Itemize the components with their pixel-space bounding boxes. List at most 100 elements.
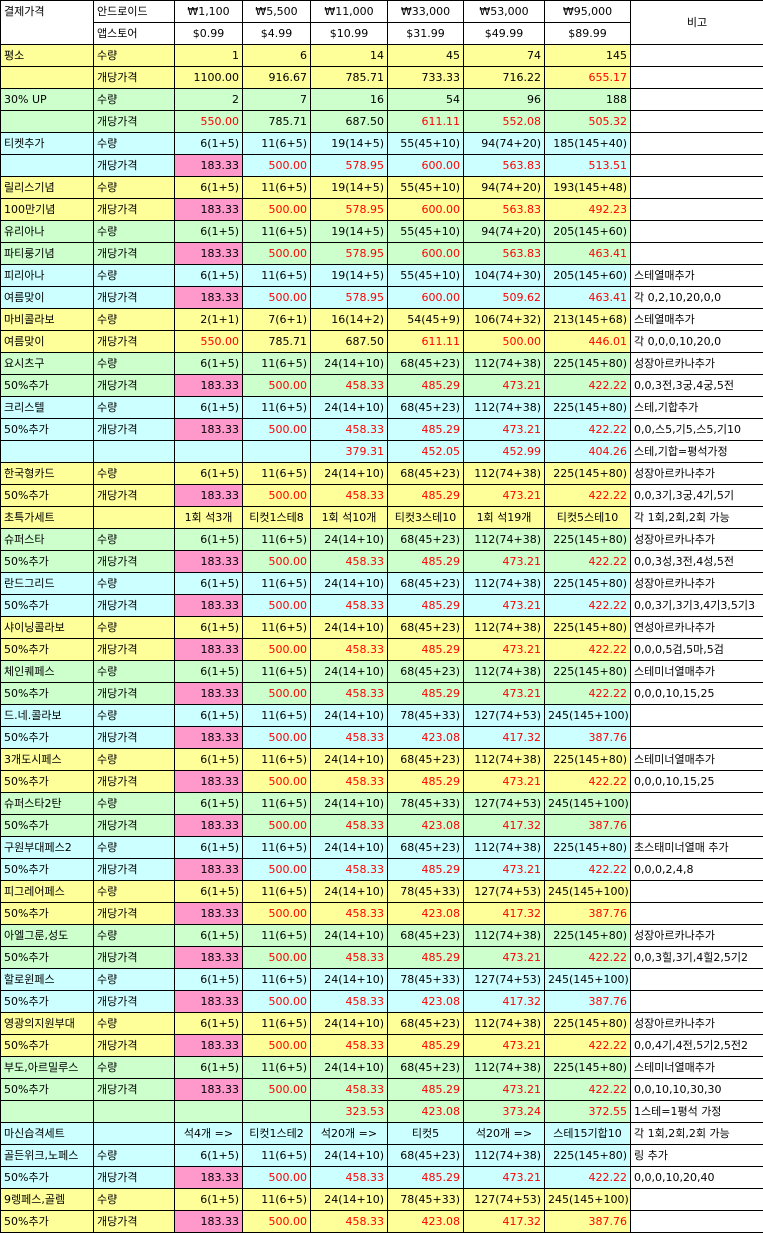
note-cell[interactable]: 0,0,0,10,15,25	[630, 770, 763, 793]
value-cell[interactable]: 323.53	[310, 1100, 388, 1123]
value-cell[interactable]: 7(6+1)	[242, 308, 311, 331]
value-cell[interactable]: 티컷1스테2	[242, 1122, 311, 1145]
value-cell[interactable]: 11(6+5)	[242, 352, 311, 375]
value-cell[interactable]: 458.33	[310, 484, 388, 507]
value-cell[interactable]: 11(6+5)	[242, 704, 311, 727]
value-cell[interactable]: 183.33	[174, 946, 243, 969]
value-cell[interactable]: 6(1+5)	[174, 462, 243, 485]
note-cell[interactable]	[630, 792, 763, 815]
value-cell[interactable]: 112(74+38)	[463, 352, 545, 375]
header-krw-1[interactable]: ₩1,100	[174, 0, 243, 23]
row-type-cell[interactable]	[93, 1100, 175, 1123]
event-name-cell[interactable]	[0, 66, 94, 89]
note-cell[interactable]: 초스태미너열매 추가	[630, 836, 763, 859]
value-cell[interactable]: 11(6+5)	[242, 836, 311, 859]
value-cell[interactable]: 458.33	[310, 638, 388, 661]
value-cell[interactable]: 463.41	[544, 242, 631, 265]
value-cell[interactable]: 183.33	[174, 242, 243, 265]
value-cell[interactable]: 485.29	[387, 1034, 464, 1057]
row-type-cell[interactable]: 수량	[93, 44, 175, 67]
value-cell[interactable]: 24(14+10)	[310, 396, 388, 419]
row-type-cell[interactable]: 수량	[93, 528, 175, 551]
note-cell[interactable]	[630, 110, 763, 133]
value-cell[interactable]: 458.33	[310, 990, 388, 1013]
value-cell[interactable]: 112(74+38)	[463, 572, 545, 595]
event-name-cell[interactable]: 골든위크,노페스	[0, 1144, 94, 1167]
value-cell[interactable]: 6(1+5)	[174, 1144, 243, 1167]
value-cell[interactable]: 16	[310, 88, 388, 111]
event-name-cell[interactable]: 50%추가	[0, 770, 94, 793]
value-cell[interactable]: 6(1+5)	[174, 1188, 243, 1211]
header-krw-5[interactable]: ₩53,000	[463, 0, 545, 23]
value-cell[interactable]: 473.21	[463, 1034, 545, 1057]
value-cell[interactable]: 500.00	[242, 682, 311, 705]
note-cell[interactable]: 성장아르카나추가	[630, 462, 763, 485]
value-cell[interactable]: 6(1+5)	[174, 1056, 243, 1079]
value-cell[interactable]: 19(14+5)	[310, 132, 388, 155]
note-cell[interactable]: 0,0,3기,3기3,4기3,5기3	[630, 594, 763, 617]
note-cell[interactable]: 성장아르카나추가	[630, 1012, 763, 1035]
value-cell[interactable]: 404.26	[544, 440, 631, 463]
value-cell[interactable]: 563.83	[463, 154, 545, 177]
value-cell[interactable]: 183.33	[174, 682, 243, 705]
value-cell[interactable]: 500.00	[463, 330, 545, 353]
header-krw-2[interactable]: ₩5,500	[242, 0, 311, 23]
value-cell[interactable]: 379.31	[310, 440, 388, 463]
value-cell[interactable]: 245(145+100)	[544, 880, 631, 903]
value-cell[interactable]: 387.76	[544, 902, 631, 925]
value-cell[interactable]: 11(6+5)	[242, 616, 311, 639]
value-cell[interactable]: 6	[242, 44, 311, 67]
header-usd-6[interactable]: $89.99	[544, 22, 631, 45]
header-usd-4[interactable]: $31.99	[387, 22, 464, 45]
value-cell[interactable]: 112(74+38)	[463, 1056, 545, 1079]
value-cell[interactable]: 458.33	[310, 946, 388, 969]
value-cell[interactable]: 245(145+100)	[544, 704, 631, 727]
row-type-cell[interactable]: 수량	[93, 308, 175, 331]
event-name-cell[interactable]: 샤이닝콜라보	[0, 616, 94, 639]
value-cell[interactable]: 6(1+5)	[174, 704, 243, 727]
row-type-cell[interactable]: 개당가격	[93, 550, 175, 573]
row-type-cell[interactable]: 수량	[93, 1012, 175, 1035]
value-cell[interactable]: 183.33	[174, 550, 243, 573]
event-name-cell[interactable]: 유리아나	[0, 220, 94, 243]
event-name-cell[interactable]: 아엘그룬,성도	[0, 924, 94, 947]
value-cell[interactable]: 473.21	[463, 638, 545, 661]
note-cell[interactable]: 0,0,10,10,30,30	[630, 1078, 763, 1101]
value-cell[interactable]: 458.33	[310, 418, 388, 441]
row-type-cell[interactable]: 개당가격	[93, 418, 175, 441]
value-cell[interactable]: 183.33	[174, 638, 243, 661]
note-cell[interactable]	[630, 1188, 763, 1211]
value-cell[interactable]: 78(45+33)	[387, 704, 464, 727]
note-cell[interactable]	[630, 990, 763, 1013]
event-name-cell[interactable]: 100만기념	[0, 198, 94, 221]
value-cell[interactable]: 24(14+10)	[310, 1012, 388, 1035]
value-cell[interactable]: 78(45+33)	[387, 968, 464, 991]
value-cell[interactable]: 550.00	[174, 110, 243, 133]
value-cell[interactable]: 458.33	[310, 902, 388, 925]
value-cell[interactable]: 473.21	[463, 858, 545, 881]
value-cell[interactable]: 11(6+5)	[242, 880, 311, 903]
value-cell[interactable]: 485.29	[387, 374, 464, 397]
value-cell[interactable]: 112(74+38)	[463, 1012, 545, 1035]
value-cell[interactable]: 183.33	[174, 770, 243, 793]
value-cell[interactable]: 387.76	[544, 1210, 631, 1233]
value-cell[interactable]: 127(74+53)	[463, 880, 545, 903]
value-cell[interactable]: 183.33	[174, 484, 243, 507]
value-cell[interactable]: 68(45+23)	[387, 616, 464, 639]
value-cell[interactable]: 11(6+5)	[242, 792, 311, 815]
row-type-cell[interactable]: 개당가격	[93, 1166, 175, 1189]
event-name-cell[interactable]: 한국형카드	[0, 462, 94, 485]
value-cell[interactable]: 24(14+10)	[310, 924, 388, 947]
event-name-cell[interactable]: 크리스텔	[0, 396, 94, 419]
value-cell[interactable]: 563.83	[463, 198, 545, 221]
note-cell[interactable]	[630, 220, 763, 243]
value-cell[interactable]: 1회 석10개	[310, 506, 388, 529]
note-cell[interactable]	[630, 44, 763, 67]
row-type-cell[interactable]: 개당가격	[93, 594, 175, 617]
value-cell[interactable]: 127(74+53)	[463, 704, 545, 727]
value-cell[interactable]: 24(14+10)	[310, 836, 388, 859]
value-cell[interactable]: 373.24	[463, 1100, 545, 1123]
value-cell[interactable]: 11(6+5)	[242, 220, 311, 243]
event-name-cell[interactable]: 초특가세트	[0, 506, 94, 529]
value-cell[interactable]: 205(145+60)	[544, 220, 631, 243]
